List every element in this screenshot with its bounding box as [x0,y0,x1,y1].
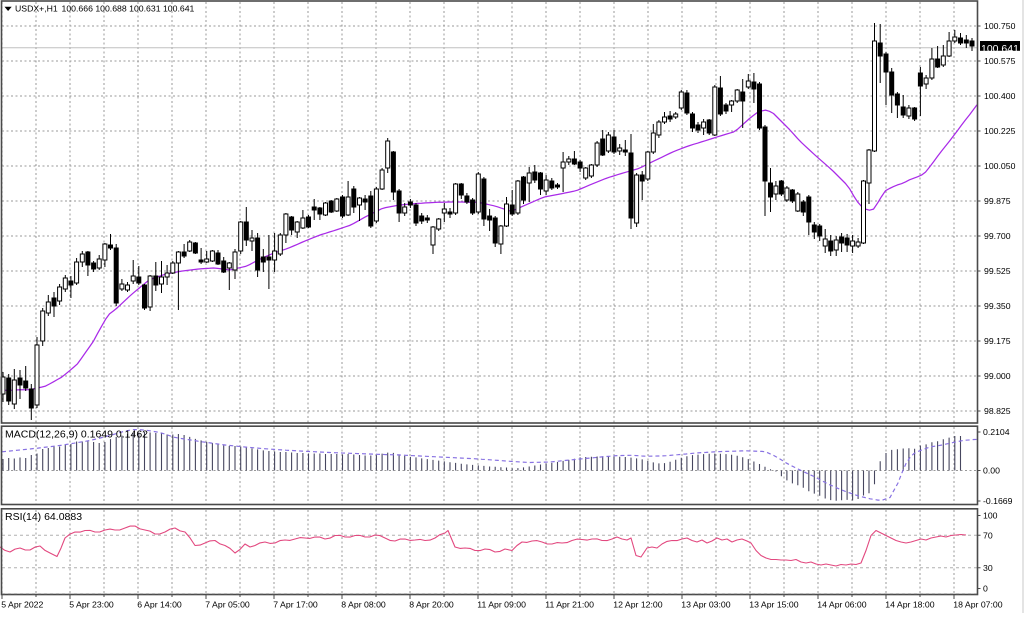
svg-text:14 Apr 06:00: 14 Apr 06:00 [817,600,866,610]
svg-text:12 Apr 12:00: 12 Apr 12:00 [613,600,662,610]
svg-text:99.175: 99.175 [984,336,1011,346]
svg-text:11 Apr 21:00: 11 Apr 21:00 [545,600,594,610]
svg-text:100.225: 100.225 [984,126,1016,136]
svg-text:98.825: 98.825 [984,406,1011,416]
svg-text:99.875: 99.875 [984,196,1011,206]
svg-text:7 Apr 17:00: 7 Apr 17:00 [273,600,318,610]
svg-text:6 Apr 14:00: 6 Apr 14:00 [137,600,182,610]
svg-text:0.00: 0.00 [983,466,1000,476]
svg-text:100.575: 100.575 [984,56,1016,66]
svg-text:11 Apr 09:00: 11 Apr 09:00 [477,600,526,610]
svg-text:5 Apr 23:00: 5 Apr 23:00 [69,600,114,610]
svg-text:70: 70 [983,531,993,541]
svg-text:13 Apr 15:00: 13 Apr 15:00 [749,600,798,610]
svg-text:99.350: 99.350 [984,301,1011,311]
svg-text:7 Apr 05:00: 7 Apr 05:00 [205,600,250,610]
svg-text:8 Apr 08:00: 8 Apr 08:00 [341,600,386,610]
svg-text:0: 0 [983,584,988,594]
svg-text:100.050: 100.050 [984,161,1016,171]
svg-text:99.700: 99.700 [984,231,1011,241]
svg-text:-0.1669: -0.1669 [983,496,1013,506]
svg-text:99.000: 99.000 [984,371,1011,381]
svg-text:RSI(14) 64.0883: RSI(14) 64.0883 [5,511,82,523]
svg-text:8 Apr 20:00: 8 Apr 20:00 [409,600,454,610]
svg-text:14 Apr 18:00: 14 Apr 18:00 [885,600,934,610]
svg-text:18 Apr 07:00: 18 Apr 07:00 [953,600,1002,610]
svg-text:100.400: 100.400 [984,91,1016,101]
svg-text:13 Apr 03:00: 13 Apr 03:00 [681,600,730,610]
svg-text:5 Apr 2022: 5 Apr 2022 [1,600,43,610]
svg-text:100: 100 [983,511,998,521]
svg-text:0.2104: 0.2104 [983,427,1010,437]
svg-text:99.525: 99.525 [984,266,1011,276]
svg-text:100.641: 100.641 [981,43,1019,55]
svg-text:MACD(12,26,9) 0.1649 0.1462: MACD(12,26,9) 0.1649 0.1462 [5,429,148,441]
svg-text:30: 30 [983,563,993,573]
svg-text:100.750: 100.750 [984,21,1016,31]
